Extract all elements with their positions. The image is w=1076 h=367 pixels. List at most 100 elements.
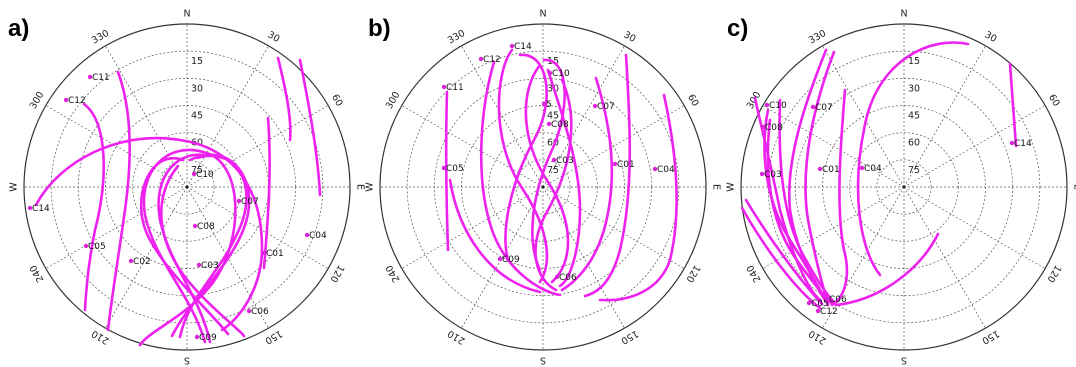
azimuth-label: N: [539, 9, 546, 20]
satellite-label: C06: [251, 307, 269, 317]
azimuth-label: 120: [684, 263, 703, 284]
satellite-track: [834, 232, 940, 307]
elevation-label: 60: [547, 138, 559, 149]
satellite-label: C14: [514, 42, 532, 52]
satellite-marker: [859, 165, 865, 171]
elevation-ring: [515, 159, 571, 215]
azimuth-label: E: [711, 184, 722, 190]
azimuth-label: 240: [745, 263, 764, 284]
elevation-label: 30: [908, 83, 920, 94]
satellite-track: [534, 78, 573, 292]
azimuth-spoke: [186, 45, 269, 188]
satellite-label: C09: [199, 333, 217, 343]
elevation-label: 45: [547, 111, 559, 122]
azimuth-spoke: [401, 105, 544, 188]
satellite-marker: [764, 102, 770, 108]
satellite-label: C07: [597, 102, 615, 112]
satellite-label: C14: [1014, 139, 1032, 149]
satellite-marker: [441, 165, 447, 171]
horizon-circle: [23, 23, 351, 351]
azimuth-label: 330: [807, 28, 828, 47]
satellite-marker: [191, 171, 197, 177]
azimuth-label: 60: [685, 93, 701, 109]
azimuth-label: N: [183, 9, 190, 20]
satellite-label: C05: [811, 299, 829, 309]
satellite-label: C06: [559, 273, 577, 283]
satellite-marker: [547, 70, 553, 76]
elevation-label: 75: [547, 165, 559, 176]
azimuth-label: 60: [1046, 93, 1062, 109]
azimuth-spoke: [186, 105, 329, 188]
elevation-label: 75: [191, 165, 203, 176]
satellite-marker: [196, 262, 202, 268]
satellite-label: C04: [864, 164, 882, 174]
satellite-label: C03: [556, 156, 574, 166]
elevation-ring: [876, 159, 932, 215]
azimuth-label: 150: [263, 328, 284, 347]
azimuth-label: N: [900, 9, 907, 20]
azimuth-spoke: [105, 45, 188, 188]
satellite-track: [170, 153, 251, 338]
azimuth-label: 330: [90, 28, 111, 47]
satellite-marker: [810, 104, 816, 110]
satellite-track: [830, 88, 849, 307]
elevation-label: 60: [908, 138, 920, 149]
satellite-marker: [551, 157, 557, 163]
azimuth-spoke: [542, 45, 625, 188]
satellite-label: C06: [829, 295, 847, 305]
satellite-marker: [1009, 140, 1015, 146]
elevation-ring: [849, 132, 959, 242]
elevation-label: 30: [191, 83, 203, 94]
satellite-track: [583, 53, 632, 298]
satellite-marker: [806, 300, 812, 306]
azimuth-label: 330: [446, 28, 467, 47]
satellite-marker: [27, 205, 33, 211]
satellite-label: C08: [197, 222, 215, 232]
azimuth-label: E: [355, 184, 366, 190]
azimuth-spoke: [903, 45, 986, 188]
horizon-circle: [379, 23, 707, 351]
satellite-marker: [236, 198, 242, 204]
zenith-point: [902, 185, 906, 189]
azimuth-spoke: [903, 186, 1046, 269]
satellite-track: [142, 148, 207, 344]
azimuth-label: 150: [980, 328, 1001, 347]
satellite-track: [598, 93, 678, 302]
azimuth-spoke: [762, 186, 905, 269]
azimuth-label: E: [1072, 184, 1076, 190]
azimuth-label: 210: [807, 328, 828, 347]
satellite-track: [160, 164, 246, 338]
satellite-track: [138, 150, 237, 347]
satellite-marker: [509, 43, 515, 49]
azimuth-spoke: [822, 186, 905, 329]
azimuth-label: 240: [384, 263, 403, 284]
satellite-track: [479, 60, 562, 297]
elevation-label: 15: [191, 56, 203, 67]
satellite-marker: [83, 243, 89, 249]
azimuth-spoke: [903, 186, 986, 329]
azimuth-label: 240: [28, 263, 47, 284]
azimuth-label: S: [901, 355, 907, 366]
azimuth-spoke: [542, 186, 625, 329]
satellite-label: C03: [201, 261, 219, 271]
panel-label: c): [727, 15, 748, 42]
satellite-label: C10: [196, 170, 214, 180]
satellite-label: C01: [617, 160, 635, 170]
satellite-track: [106, 70, 131, 332]
elevation-ring: [406, 50, 680, 324]
satellite-label: C01: [822, 165, 840, 175]
azimuth-spoke: [45, 105, 188, 188]
satellite-marker: [817, 166, 823, 172]
satellite-label: C14: [32, 204, 50, 214]
panel-label: b): [368, 15, 391, 42]
satellite-marker: [478, 56, 484, 62]
elevation-ring: [50, 50, 324, 324]
azimuth-label: 300: [745, 90, 764, 111]
satellite-marker: [815, 308, 821, 314]
satellite-marker: [546, 121, 552, 127]
azimuth-label: W: [365, 182, 376, 192]
satellite-track: [298, 58, 322, 197]
azimuth-spoke: [186, 186, 329, 269]
satellite-track: [448, 178, 542, 294]
satellite-track: [744, 198, 824, 306]
